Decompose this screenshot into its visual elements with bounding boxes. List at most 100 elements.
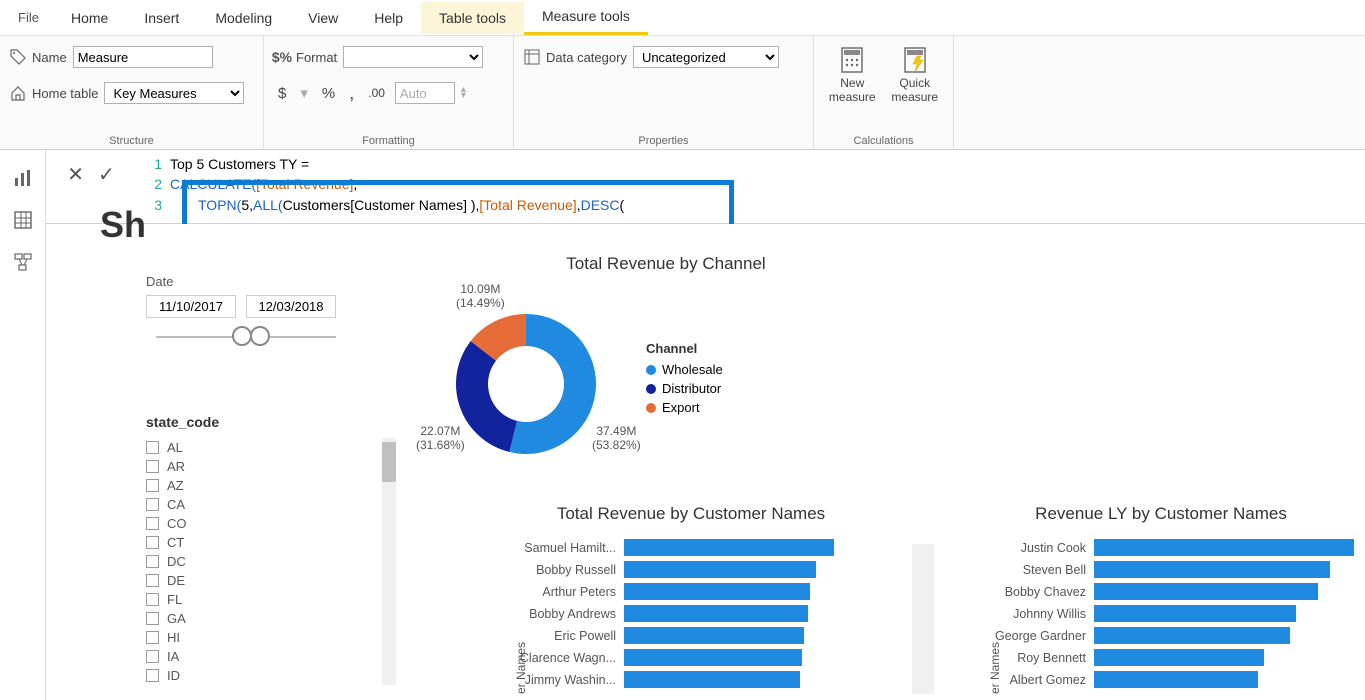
donut-legend: Channel WholesaleDistributorExport — [646, 341, 723, 417]
state-option[interactable]: DE — [146, 571, 396, 590]
checkbox-icon[interactable] — [146, 650, 159, 663]
format-select[interactable] — [343, 46, 483, 68]
bar-label: Eric Powell — [476, 629, 616, 643]
quick-calc-icon — [901, 46, 929, 74]
date-label: Date — [146, 274, 376, 289]
checkbox-icon[interactable] — [146, 612, 159, 625]
report-view-button[interactable] — [9, 164, 37, 192]
checkbox-icon[interactable] — [146, 536, 159, 549]
percent-button[interactable]: % — [318, 85, 339, 102]
bar-row: Clarence Wagn... — [476, 648, 906, 667]
menu-modeling[interactable]: Modeling — [197, 2, 290, 34]
state-name: AL — [167, 440, 183, 455]
auto-input[interactable] — [395, 82, 455, 104]
home-table-select[interactable]: Key Measures — [104, 82, 244, 104]
date-slider[interactable] — [156, 336, 336, 338]
state-name: HI — [167, 630, 180, 645]
bar-label: Roy Bennett — [946, 651, 1086, 665]
quick-measure-button[interactable]: Quick measure — [887, 46, 944, 105]
state-option[interactable]: AR — [146, 457, 396, 476]
state-option[interactable]: CO — [146, 514, 396, 533]
checkbox-icon[interactable] — [146, 517, 159, 530]
bar-left-axis: er Names — [514, 642, 528, 694]
home-icon — [10, 85, 26, 101]
decimals-button[interactable]: .00 — [364, 86, 389, 100]
formula-bar: ✕ ✓ 1Top 5 Customers TY = 2CALCULATE( [T… — [46, 150, 1365, 224]
currency-dropdown[interactable]: ▾ — [296, 84, 312, 102]
menu-view[interactable]: View — [290, 2, 356, 34]
comma-button[interactable]: , — [345, 83, 358, 104]
legend-item: Export — [646, 398, 723, 417]
ribbon-properties: Data category Uncategorized Properties — [514, 36, 814, 149]
slider-handle-end[interactable] — [250, 326, 270, 346]
properties-group-label: Properties — [524, 133, 803, 147]
checkbox-icon[interactable] — [146, 631, 159, 644]
checkbox-icon[interactable] — [146, 593, 159, 606]
revenue-ly-by-customer-chart[interactable]: Revenue LY by Customer Names Justin Cook… — [946, 504, 1365, 692]
checkbox-icon[interactable] — [146, 555, 159, 568]
currency-button[interactable]: $ — [274, 85, 290, 102]
commit-formula-button[interactable]: ✓ — [98, 162, 115, 187]
slider-handle-start[interactable] — [232, 326, 252, 346]
state-option[interactable]: GA — [146, 609, 396, 628]
state-option[interactable]: AZ — [146, 476, 396, 495]
menu-table-tools[interactable]: Table tools — [421, 2, 524, 34]
report-canvas: Sh Date state_code ALARAZCACOCTDCDEFLGAH… — [46, 224, 1365, 700]
bar — [1094, 561, 1330, 578]
cancel-formula-button[interactable]: ✕ — [67, 162, 84, 187]
menu-measure-tools[interactable]: Measure tools — [524, 0, 648, 35]
state-option[interactable]: HI — [146, 628, 396, 647]
state-option[interactable]: FL — [146, 590, 396, 609]
model-view-button[interactable] — [9, 248, 37, 276]
checkbox-icon[interactable] — [146, 479, 159, 492]
ribbon-calculations: New measure Quick measure Calculations — [814, 36, 954, 149]
donut-title: Total Revenue by Channel — [426, 254, 906, 274]
menu-home[interactable]: Home — [53, 2, 126, 34]
state-option[interactable]: CT — [146, 533, 396, 552]
bar-row: Arthur Peters — [476, 582, 906, 601]
date-start-input[interactable] — [146, 295, 236, 318]
legend-label: Distributor — [662, 381, 721, 396]
date-slicer[interactable]: Date — [146, 274, 376, 338]
checkbox-icon[interactable] — [146, 441, 159, 454]
new-measure-button[interactable]: New measure — [824, 46, 881, 105]
state-option[interactable]: AL — [146, 438, 396, 457]
formatting-group-label: Formatting — [274, 133, 503, 147]
menu-insert[interactable]: Insert — [126, 2, 197, 34]
state-name: AZ — [167, 478, 184, 493]
state-slicer[interactable]: state_code ALARAZCACOCTDCDEFLGAHIIAID — [146, 414, 396, 685]
bar-row: Johnny Willis — [946, 604, 1365, 623]
donut-chart[interactable]: Total Revenue by Channel 10.09M(14.49%) … — [426, 254, 906, 474]
checkbox-icon[interactable] — [146, 669, 159, 682]
checkbox-icon[interactable] — [146, 574, 159, 587]
data-view-button[interactable] — [9, 206, 37, 234]
bar-right-scroll[interactable] — [920, 544, 934, 694]
checkbox-icon[interactable] — [146, 460, 159, 473]
bar-left-title: Total Revenue by Customer Names — [476, 504, 906, 524]
state-name: DE — [167, 573, 185, 588]
date-end-input[interactable] — [246, 295, 336, 318]
state-option[interactable]: DC — [146, 552, 396, 571]
legend-label: Wholesale — [662, 362, 723, 377]
view-rail — [0, 150, 46, 700]
bar-row: George Gardner — [946, 626, 1365, 645]
bar-label: Clarence Wagn... — [476, 651, 616, 665]
state-name: ID — [167, 668, 180, 683]
spinner-icon[interactable]: ▴▾ — [461, 87, 466, 99]
revenue-by-customer-chart[interactable]: Total Revenue by Customer Names Samuel H… — [476, 504, 906, 692]
bar-label: Johnny Willis — [946, 607, 1086, 621]
state-scrollbar[interactable] — [382, 438, 396, 685]
menu-help[interactable]: Help — [356, 2, 421, 34]
bar-label: Justin Cook — [946, 541, 1086, 555]
menu-file[interactable]: File — [4, 2, 53, 33]
category-select[interactable]: Uncategorized — [633, 46, 779, 68]
name-input[interactable] — [73, 46, 213, 68]
state-name: CA — [167, 497, 185, 512]
scrollbar-thumb[interactable] — [382, 442, 396, 482]
bar-row: Bobby Andrews — [476, 604, 906, 623]
formula-editor[interactable]: 1Top 5 Customers TY = 2CALCULATE( [Total… — [136, 150, 1365, 223]
state-option[interactable]: CA — [146, 495, 396, 514]
checkbox-icon[interactable] — [146, 498, 159, 511]
state-option[interactable]: IA — [146, 647, 396, 666]
state-option[interactable]: ID — [146, 666, 396, 685]
